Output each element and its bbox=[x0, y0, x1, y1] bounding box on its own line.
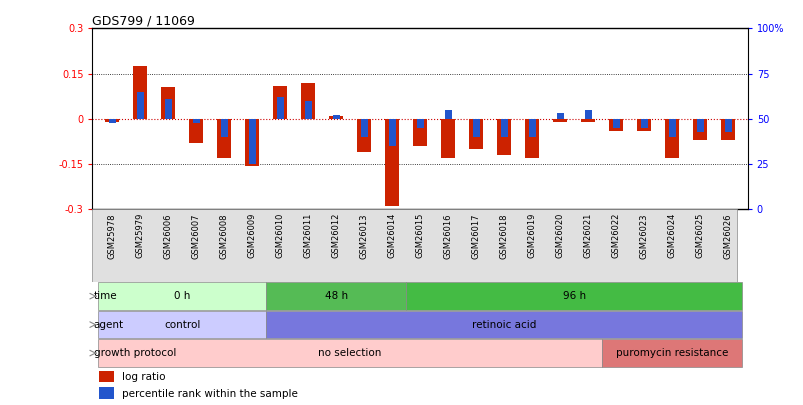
Text: 0 h: 0 h bbox=[173, 291, 190, 301]
Text: GSM26016: GSM26016 bbox=[443, 213, 452, 259]
Text: GSM26013: GSM26013 bbox=[359, 213, 368, 259]
Text: GSM26015: GSM26015 bbox=[415, 213, 424, 258]
Text: GSM26022: GSM26022 bbox=[611, 213, 620, 258]
Bar bbox=[695, 119, 703, 132]
Bar bbox=[161, 87, 175, 119]
Text: GSM26014: GSM26014 bbox=[387, 213, 396, 258]
Bar bbox=[273, 86, 287, 119]
Bar bbox=[266, 283, 406, 310]
Bar bbox=[406, 283, 741, 310]
Bar bbox=[524, 119, 539, 158]
Bar bbox=[664, 119, 679, 158]
Text: time: time bbox=[94, 291, 117, 301]
Text: GSM26024: GSM26024 bbox=[666, 213, 676, 258]
Bar bbox=[500, 119, 507, 137]
Bar bbox=[193, 119, 199, 123]
Bar bbox=[552, 119, 566, 122]
Bar bbox=[328, 116, 343, 119]
Text: GSM26009: GSM26009 bbox=[247, 213, 256, 258]
Bar bbox=[496, 119, 511, 155]
Text: GSM26025: GSM26025 bbox=[695, 213, 703, 258]
Bar bbox=[217, 119, 230, 158]
Text: GSM26007: GSM26007 bbox=[191, 213, 200, 259]
Bar bbox=[388, 119, 395, 146]
Text: control: control bbox=[164, 320, 200, 330]
Bar bbox=[266, 311, 741, 338]
Bar bbox=[99, 388, 114, 399]
Text: retinoic acid: retinoic acid bbox=[471, 320, 536, 330]
Bar bbox=[98, 311, 266, 338]
Text: 48 h: 48 h bbox=[324, 291, 347, 301]
Bar bbox=[556, 113, 563, 119]
Bar bbox=[165, 99, 171, 119]
Bar bbox=[300, 83, 315, 119]
Bar bbox=[472, 119, 479, 137]
Text: GSM26023: GSM26023 bbox=[639, 213, 648, 259]
Bar bbox=[189, 119, 203, 143]
Bar bbox=[360, 119, 367, 137]
Bar bbox=[99, 371, 114, 382]
Text: GSM26020: GSM26020 bbox=[555, 213, 564, 258]
Text: GSM26019: GSM26019 bbox=[527, 213, 536, 258]
Bar bbox=[528, 119, 535, 137]
Text: no selection: no selection bbox=[318, 348, 381, 358]
Bar bbox=[724, 119, 731, 132]
Bar bbox=[444, 110, 451, 119]
Bar bbox=[98, 339, 601, 367]
Bar bbox=[468, 119, 483, 149]
Bar bbox=[98, 283, 266, 310]
Bar bbox=[413, 119, 426, 146]
Bar bbox=[357, 119, 371, 152]
Text: GSM26008: GSM26008 bbox=[219, 213, 228, 259]
Bar bbox=[276, 97, 283, 119]
Bar bbox=[220, 119, 227, 137]
Text: GSM26011: GSM26011 bbox=[304, 213, 312, 258]
Bar bbox=[584, 110, 591, 119]
Text: GSM26021: GSM26021 bbox=[583, 213, 592, 258]
Bar bbox=[640, 119, 646, 128]
Text: agent: agent bbox=[94, 320, 124, 330]
Text: GSM25978: GSM25978 bbox=[108, 213, 116, 259]
Bar bbox=[612, 119, 619, 128]
Text: GSM26018: GSM26018 bbox=[499, 213, 508, 259]
Bar bbox=[304, 101, 312, 119]
Bar bbox=[108, 119, 116, 123]
Bar bbox=[133, 66, 147, 119]
Bar bbox=[601, 339, 741, 367]
Bar bbox=[441, 119, 454, 158]
Bar bbox=[245, 119, 259, 166]
Bar bbox=[636, 119, 650, 131]
Bar bbox=[609, 119, 622, 131]
Bar bbox=[581, 119, 594, 122]
Text: GSM26006: GSM26006 bbox=[163, 213, 173, 259]
Text: GSM26026: GSM26026 bbox=[723, 213, 732, 259]
Bar bbox=[668, 119, 675, 137]
Text: GSM26010: GSM26010 bbox=[275, 213, 284, 258]
Text: 96 h: 96 h bbox=[562, 291, 585, 301]
Text: growth protocol: growth protocol bbox=[94, 348, 176, 358]
Text: percentile rank within the sample: percentile rank within the sample bbox=[122, 388, 297, 399]
Bar bbox=[720, 119, 734, 140]
Bar bbox=[416, 119, 423, 128]
Bar bbox=[385, 119, 398, 207]
Bar bbox=[105, 119, 119, 122]
Bar bbox=[332, 115, 339, 119]
Text: puromycin resistance: puromycin resistance bbox=[615, 348, 728, 358]
Text: GSM26012: GSM26012 bbox=[331, 213, 340, 258]
Text: GSM25979: GSM25979 bbox=[136, 213, 145, 258]
Bar bbox=[248, 119, 255, 164]
Bar bbox=[692, 119, 706, 140]
Text: log ratio: log ratio bbox=[122, 372, 165, 382]
Text: GSM26017: GSM26017 bbox=[471, 213, 480, 259]
Text: GDS799 / 11069: GDS799 / 11069 bbox=[92, 14, 195, 27]
Bar bbox=[137, 92, 144, 119]
